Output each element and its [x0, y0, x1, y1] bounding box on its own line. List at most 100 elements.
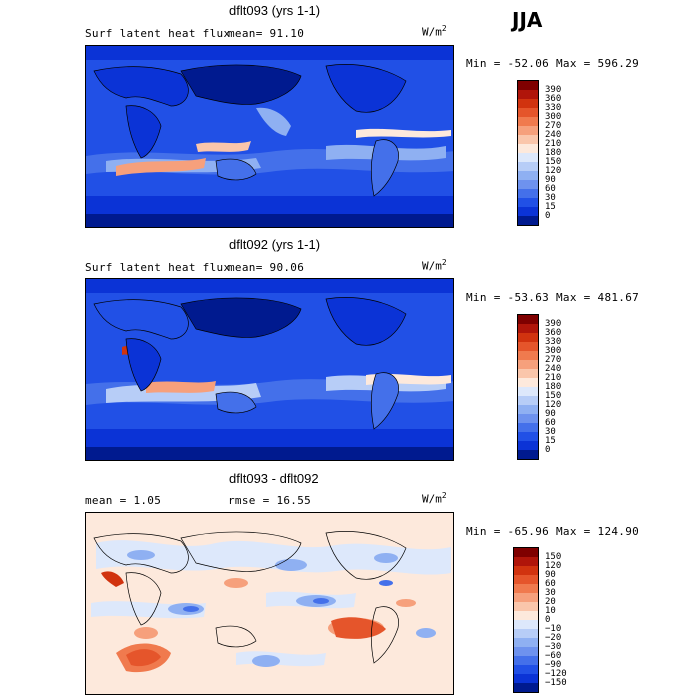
panel-3-mean-label: mean = 1.05 [85, 494, 162, 507]
colorbar-segment [518, 324, 538, 333]
colorbar-segment [514, 548, 538, 557]
colorbar-segment [518, 387, 538, 396]
panel-2-units: W/m2 [422, 258, 447, 273]
panel-3-map [85, 512, 454, 695]
colorbar-tick-label: 30 [545, 427, 556, 437]
colorbar-segment [514, 683, 538, 692]
colorbar-segment [514, 593, 538, 602]
colorbar-segment [514, 638, 538, 647]
colorbar-segment [518, 315, 538, 324]
colorbar-segment [518, 135, 538, 144]
colorbar-tick-label: 270 [545, 355, 562, 365]
panel-1-mean-label: mean= 91.10 [228, 27, 305, 40]
colorbar-segment [518, 162, 538, 171]
colorbar-segment [518, 342, 538, 351]
colorbar-segment [518, 99, 538, 108]
colorbar-tick-label: 0 [545, 211, 551, 221]
colorbar-tick-label: 330 [545, 103, 562, 113]
panel-3-colorbar [513, 547, 539, 693]
colorbar-segment [514, 674, 538, 683]
colorbar-tick-label: 180 [545, 382, 562, 392]
colorbar-segment [518, 405, 538, 414]
colorbar-tick-label: 150 [545, 157, 562, 167]
colorbar-segment [518, 180, 538, 189]
colorbar-segment [518, 90, 538, 99]
colorbar-segment [518, 144, 538, 153]
panel-2-minmax: Min = -53.63 Max = 481.67 [466, 291, 640, 304]
panel-1-minmax: Min = -52.06 Max = 596.29 [466, 57, 640, 70]
colorbar-segment [514, 584, 538, 593]
colorbar-tick-label: −150 [545, 678, 567, 688]
panel-2-map [85, 278, 454, 461]
colorbar-segment [518, 171, 538, 180]
colorbar-tick-label: 90 [545, 570, 556, 580]
colorbar-tick-label: −30 [545, 642, 562, 652]
colorbar-segment [518, 396, 538, 405]
colorbar-segment [514, 602, 538, 611]
colorbar-segment [514, 656, 538, 665]
season-label: JJA [512, 8, 543, 32]
colorbar-tick-label: 10 [545, 606, 556, 616]
colorbar-tick-label: −120 [545, 669, 567, 679]
colorbar-tick-label: 60 [545, 184, 556, 194]
panel-1-map [85, 45, 454, 228]
colorbar-segment [514, 620, 538, 629]
colorbar-tick-label: 0 [545, 615, 551, 625]
colorbar-tick-label: 240 [545, 364, 562, 374]
panel-2-colorbar [517, 314, 539, 460]
colorbar-tick-label: 180 [545, 148, 562, 158]
panel-2-colorbar-ticks: 390 360 330 300 270 240 210 180 150 120 90 60 30 15 0 [545, 320, 605, 460]
colorbar-tick-label: −60 [545, 651, 562, 661]
colorbar-tick-label: 390 [545, 85, 562, 95]
colorbar-segment [518, 369, 538, 378]
colorbar-tick-label: 120 [545, 400, 562, 410]
colorbar-tick-label: 120 [545, 166, 562, 176]
colorbar-tick-label: 360 [545, 328, 562, 338]
panel-3-title: dflt093 - dflt092 [229, 471, 319, 486]
colorbar-tick-label: 390 [545, 319, 562, 329]
panel-2-field-label: Surf latent heat flux [85, 261, 231, 274]
panel-2-mean-label: mean= 90.06 [228, 261, 305, 274]
colorbar-segment [514, 575, 538, 584]
colorbar-tick-label: 15 [545, 202, 556, 212]
panel-3-minmax: Min = -65.96 Max = 124.90 [466, 525, 640, 538]
colorbar-tick-label: −10 [545, 624, 562, 634]
colorbar-tick-label: 210 [545, 139, 562, 149]
colorbar-tick-label: −20 [545, 633, 562, 643]
colorbar-tick-label: −90 [545, 660, 562, 670]
colorbar-tick-label: 90 [545, 175, 556, 185]
colorbar-segment [514, 629, 538, 638]
colorbar-segment [518, 126, 538, 135]
colorbar-segment [518, 117, 538, 126]
colorbar-tick-label: 60 [545, 418, 556, 428]
panel-3-rmse-label: rmse = 16.55 [228, 494, 312, 507]
colorbar-segment [518, 351, 538, 360]
colorbar-tick-label: 330 [545, 337, 562, 347]
colorbar-tick-label: 0 [545, 445, 551, 455]
colorbar-segment [518, 450, 538, 459]
colorbar-tick-label: 270 [545, 121, 562, 131]
colorbar-segment [518, 414, 538, 423]
colorbar-tick-label: 60 [545, 579, 556, 589]
colorbar-segment [518, 189, 538, 198]
colorbar-segment [514, 566, 538, 575]
colorbar-segment [518, 432, 538, 441]
colorbar-segment [518, 207, 538, 216]
colorbar-segment [518, 360, 538, 369]
colorbar-tick-label: 30 [545, 588, 556, 598]
panel-2-title: dflt092 (yrs 1-1) [229, 237, 321, 252]
panel-1-field-label: Surf latent heat flux [85, 27, 231, 40]
colorbar-tick-label: 20 [545, 597, 556, 607]
colorbar-segment [518, 81, 538, 90]
colorbar-segment [514, 647, 538, 656]
colorbar-segment [518, 378, 538, 387]
colorbar-tick-label: 150 [545, 391, 562, 401]
colorbar-segment [514, 611, 538, 620]
colorbar-tick-label: 240 [545, 130, 562, 140]
colorbar-segment [518, 108, 538, 117]
colorbar-tick-label: 300 [545, 112, 562, 122]
colorbar-tick-label: 210 [545, 373, 562, 383]
panel-1-colorbar [517, 80, 539, 226]
panel-1-colorbar-ticks: 390 360 330 300 270 240 210 180 150 120 90 60 30 15 0 [545, 86, 605, 226]
colorbar-segment [518, 423, 538, 432]
